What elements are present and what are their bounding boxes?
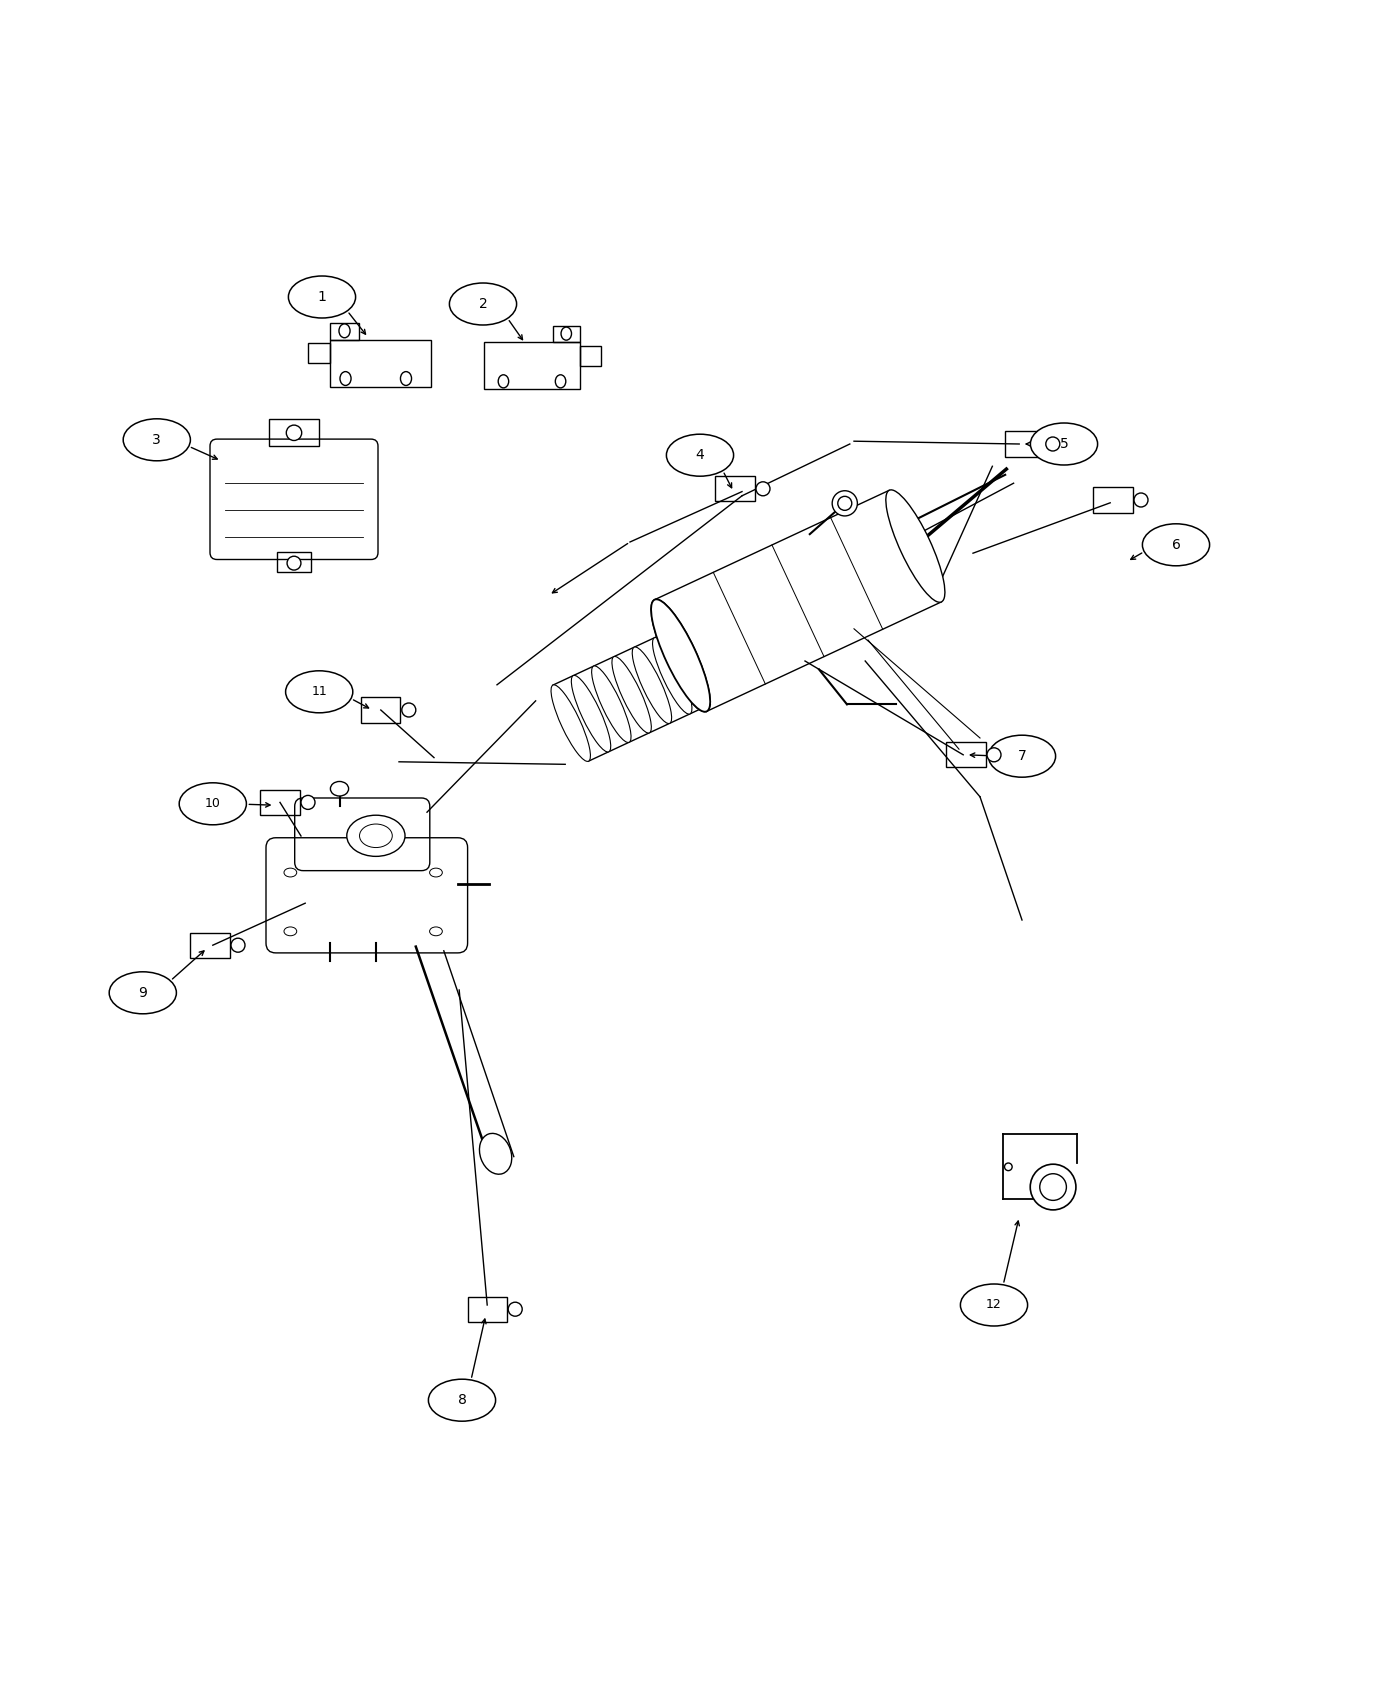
Text: 12: 12: [986, 1299, 1002, 1311]
Ellipse shape: [552, 685, 591, 762]
Ellipse shape: [1005, 1163, 1012, 1171]
Ellipse shape: [561, 326, 571, 340]
Ellipse shape: [756, 481, 770, 496]
Ellipse shape: [498, 374, 508, 388]
Ellipse shape: [287, 425, 302, 440]
Bar: [269, 420, 319, 445]
Ellipse shape: [508, 1302, 522, 1316]
Text: 11: 11: [311, 685, 328, 699]
Bar: [946, 743, 986, 767]
Ellipse shape: [284, 869, 297, 877]
Ellipse shape: [1030, 423, 1098, 466]
Bar: [553, 326, 580, 342]
Ellipse shape: [612, 656, 651, 733]
Text: 3: 3: [153, 434, 161, 447]
Ellipse shape: [287, 556, 301, 570]
Ellipse shape: [288, 275, 356, 318]
Ellipse shape: [347, 816, 405, 857]
Text: 6: 6: [1172, 537, 1180, 553]
Ellipse shape: [571, 675, 610, 751]
Ellipse shape: [286, 672, 353, 712]
Ellipse shape: [479, 1134, 512, 1175]
Bar: [580, 345, 601, 366]
Ellipse shape: [651, 600, 710, 712]
Text: 4: 4: [696, 449, 704, 462]
Text: 2: 2: [479, 298, 487, 311]
Ellipse shape: [633, 648, 672, 724]
Ellipse shape: [651, 600, 710, 712]
Ellipse shape: [430, 869, 442, 877]
Ellipse shape: [1046, 437, 1060, 451]
Ellipse shape: [109, 972, 176, 1013]
Ellipse shape: [123, 418, 190, 461]
Bar: [190, 933, 230, 957]
Ellipse shape: [231, 938, 245, 952]
Bar: [1093, 488, 1133, 513]
Bar: [484, 342, 580, 389]
Text: 1: 1: [318, 291, 326, 304]
Bar: [308, 343, 330, 364]
Ellipse shape: [360, 824, 392, 848]
Bar: [277, 552, 311, 573]
Text: 9: 9: [139, 986, 147, 1000]
Ellipse shape: [284, 927, 297, 935]
Text: 8: 8: [458, 1394, 466, 1408]
Ellipse shape: [987, 748, 1001, 762]
Ellipse shape: [402, 704, 416, 717]
Ellipse shape: [301, 796, 315, 809]
Bar: [468, 1297, 507, 1323]
Ellipse shape: [960, 1284, 1028, 1326]
Text: 10: 10: [204, 797, 221, 811]
Ellipse shape: [592, 666, 631, 743]
Bar: [260, 790, 300, 814]
Ellipse shape: [339, 325, 350, 338]
Text: 7: 7: [1018, 750, 1026, 763]
Ellipse shape: [340, 372, 351, 386]
Ellipse shape: [556, 374, 566, 388]
Ellipse shape: [1134, 493, 1148, 507]
Ellipse shape: [428, 1379, 496, 1421]
Ellipse shape: [666, 434, 734, 476]
Ellipse shape: [837, 496, 851, 510]
Ellipse shape: [400, 372, 412, 386]
Bar: [330, 340, 431, 386]
Bar: [1005, 432, 1044, 457]
Ellipse shape: [1030, 1164, 1077, 1210]
Ellipse shape: [330, 782, 349, 796]
Bar: [361, 697, 400, 722]
Ellipse shape: [988, 734, 1056, 777]
Ellipse shape: [832, 491, 857, 515]
Ellipse shape: [1040, 1173, 1067, 1200]
Bar: [715, 476, 755, 502]
Ellipse shape: [1142, 524, 1210, 566]
Ellipse shape: [430, 927, 442, 935]
Bar: [330, 323, 358, 340]
Ellipse shape: [652, 638, 692, 714]
Ellipse shape: [179, 782, 246, 824]
Text: 5: 5: [1060, 437, 1068, 451]
Ellipse shape: [449, 282, 517, 325]
Ellipse shape: [886, 490, 945, 602]
